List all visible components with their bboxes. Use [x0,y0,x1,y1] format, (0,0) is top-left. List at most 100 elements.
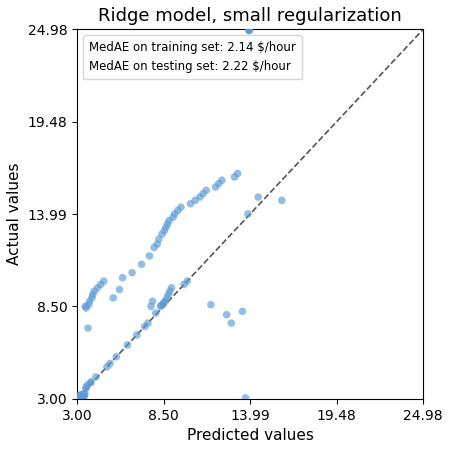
Point [88,294,95,302]
Point [151,244,158,251]
Y-axis label: Actual values: Actual values [7,163,22,266]
Point [242,394,249,401]
Point [255,194,262,201]
Point [107,360,114,367]
Point [80,393,87,400]
Point [161,227,168,234]
Point [170,214,177,221]
Point [74,393,81,400]
Point [81,392,88,399]
Point [245,27,252,34]
Point [168,284,175,292]
Point [124,342,131,349]
Point [113,353,120,360]
Point [165,291,172,298]
Point [82,385,89,392]
Point [162,224,170,231]
Point [164,220,171,228]
Point [81,390,89,397]
Point [160,299,167,306]
Point [177,203,184,211]
Point [75,394,82,401]
Point [184,278,191,285]
Point [91,288,98,295]
Point [76,393,83,400]
Legend: MedAE on training set: 2.14 $/hour, MedAE on testing set: 2.22 $/hour: MedAE on training set: 2.14 $/hour, MedA… [83,35,302,79]
Point [75,394,82,401]
Point [202,187,210,194]
Point [192,197,199,204]
Point [84,382,91,389]
Point [119,274,126,281]
Point [97,281,104,288]
Point [88,378,95,386]
Point [89,291,96,298]
Point [154,240,161,248]
Point [245,26,252,33]
Point [81,392,88,399]
Point [82,304,90,311]
Point [223,311,230,318]
Point [104,363,111,370]
Point [76,392,84,399]
Point [231,173,238,180]
Point [77,393,84,400]
Point [207,301,215,308]
Point [244,210,252,217]
Point [152,310,159,317]
Point [187,200,194,207]
Point [278,197,285,204]
Point [228,320,235,327]
Point [77,392,85,399]
Point [212,183,219,190]
Point [100,278,108,285]
Point [77,392,84,399]
Point [129,269,136,276]
Point [74,394,81,401]
Point [166,288,174,295]
Point [215,180,222,187]
Point [144,320,152,327]
Point [149,298,156,305]
Point [83,383,90,391]
Point [246,27,253,34]
X-axis label: Predicted values: Predicted values [187,428,314,443]
Point [141,323,149,330]
Point [116,286,123,293]
Point [78,392,86,399]
Point [199,190,207,197]
Point [180,281,188,288]
Point [79,393,86,400]
Point [234,170,241,177]
Point [171,210,178,217]
Point [85,301,92,308]
Point [146,252,153,260]
Point [218,177,225,184]
Point [196,194,203,201]
Point [162,298,169,305]
Point [74,394,81,401]
Point [76,393,83,400]
Point [80,394,87,401]
Point [148,303,155,310]
Point [174,207,181,214]
Point [92,374,99,381]
Point [78,391,86,398]
Title: Ridge model, small regularization: Ridge model, small regularization [98,7,402,25]
Point [110,294,117,302]
Point [86,298,93,305]
Point [163,294,171,302]
Point [133,331,140,338]
Point [87,379,94,387]
Point [239,308,246,315]
Point [157,303,164,310]
Point [75,393,82,400]
Point [158,230,166,238]
Point [81,303,89,310]
Point [78,393,85,400]
Point [158,302,165,309]
Point [85,324,92,332]
Point [94,284,101,292]
Point [166,217,173,224]
Point [155,235,162,243]
